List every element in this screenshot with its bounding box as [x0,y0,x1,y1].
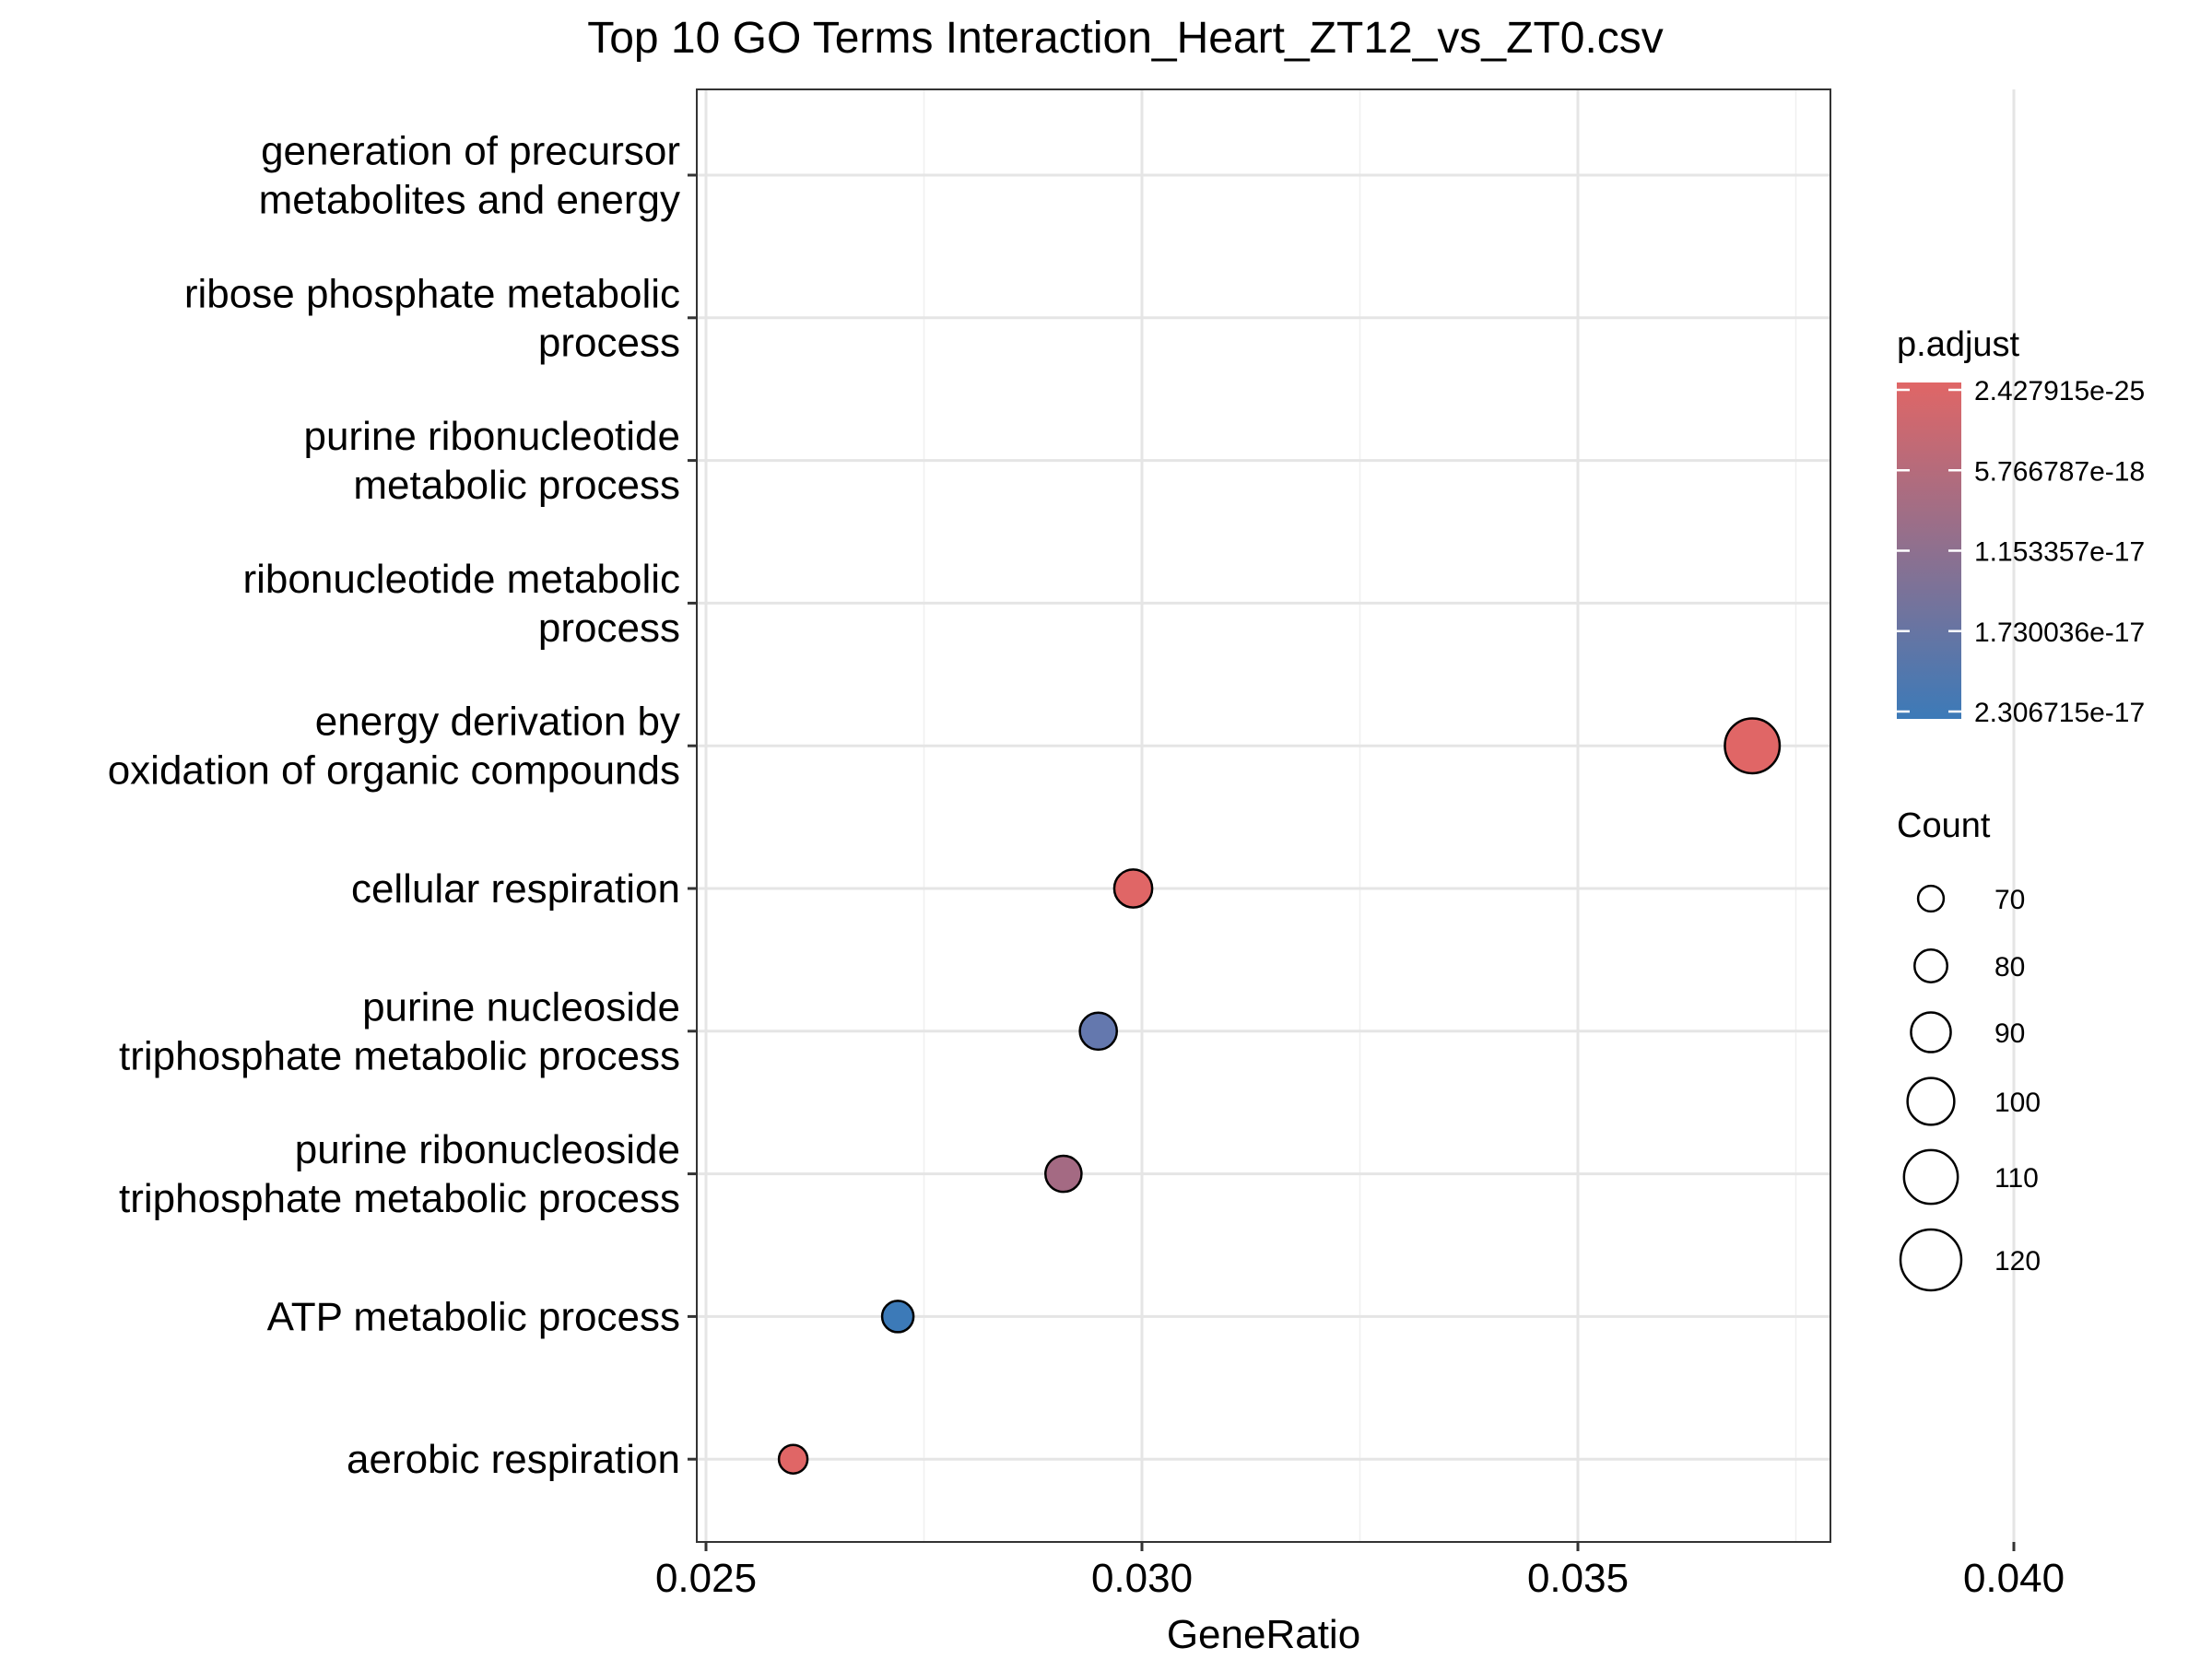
data-point [1080,1013,1117,1050]
y-tick-label-line: energy derivation by [315,700,680,745]
y-tick-label-line: process [538,606,680,651]
panel-background [697,89,1830,1542]
y-tick-label-line: aerobic respiration [347,1437,680,1482]
data-point [882,1300,913,1332]
x-tick-label: 0.030 [1091,1556,1193,1601]
y-tick-label: energy derivation by oxidation of organic… [108,700,680,794]
size-legend-label: 120 [1994,1246,2041,1277]
y-tick-label-line: oxidation of organic compounds [108,748,680,794]
size-legend-circle [1904,1150,1958,1204]
x-tick-label: 0.025 [655,1556,757,1601]
size-legend-circle [1918,886,1944,912]
size-legend-circle [1911,1012,1950,1052]
y-tick-label: ribonucleotide metabolic process [242,557,680,651]
x-axis-title: GeneRatio [1167,1612,1360,1657]
p-adjust-legend-title: p.adjust [1897,325,2020,364]
y-tick-label-line: triphosphate metabolic process [119,1033,680,1078]
y-tick-label-line: ribose phosphate metabolic [184,271,680,316]
y-tick-label: purine nucleoside triphosphate metabolic … [119,984,680,1078]
data-point [1114,869,1152,907]
size-legend-label: 110 [1994,1163,2039,1194]
x-tick-label: 0.040 [1963,1556,2065,1601]
y-tick-label-line: purine ribonucleoside [295,1127,680,1172]
y-tick-label: cellular respiration [351,866,680,912]
y-tick-label-line: purine nucleoside [362,984,680,1030]
y-tick-label-line: generation of precursor [261,129,680,174]
count-legend-items: 70 80 90 100 110 120 [1900,885,2041,1290]
y-tick-label-line: metabolic process [353,463,680,508]
y-tick-label: aerobic respiration [347,1437,680,1482]
y-axis: generation of precursor metabolites and e… [108,129,697,1483]
chart-title: Top 10 GO Terms Interaction_Heart_ZT12_v… [587,14,1664,63]
size-legend-label: 90 [1994,1018,2025,1049]
y-tick-label: purine ribonucleotide metabolic process [303,414,680,508]
y-tick-label-line: ribonucleotide metabolic [242,557,680,602]
y-tick-label-line: triphosphate metabolic process [119,1176,680,1221]
y-tick-label: generation of precursor metabolites and e… [259,129,680,223]
size-legend-circle [1900,1230,1961,1290]
x-tick-label: 0.035 [1527,1556,1629,1601]
size-legend-circle [1914,949,1947,982]
y-tick-label-line: ATP metabolic process [267,1294,680,1339]
y-tick-label-line: metabolites and energy [259,178,680,223]
count-legend-title: Count [1897,806,1991,845]
size-legend-label: 70 [1994,885,2025,915]
y-tick-label-line: purine ribonucleotide [303,414,680,459]
colorbar-label: 1.730036e-17 [1974,618,2145,648]
p-adjust-legend: p.adjust 2.427915e-25 5.766787e-18 1.15335… [1897,325,2145,728]
y-tick-label: ATP metabolic process [267,1294,680,1339]
colorbar-label: 5.766787e-18 [1974,456,2145,487]
size-legend-label: 80 [1994,952,2025,982]
count-legend: Count 70 80 90 100 110 120 [1897,806,2041,1290]
y-tick-label-line: process [538,320,680,365]
size-legend-circle [1908,1078,1955,1125]
y-tick-label: purine ribonucleoside triphosphate metabo… [119,1127,680,1221]
data-point [1724,718,1779,772]
size-legend-label: 100 [1994,1088,2041,1118]
data-point [779,1445,807,1474]
colorbar-label: 2.306715e-17 [1974,698,2145,728]
y-tick-label-line: cellular respiration [351,866,680,912]
colorbar-label: 2.427915e-25 [1974,376,2145,406]
colorbar-label: 1.153357e-17 [1974,537,2145,568]
data-point [1045,1156,1081,1192]
y-tick-label: ribose phosphate metabolic process [184,271,680,365]
